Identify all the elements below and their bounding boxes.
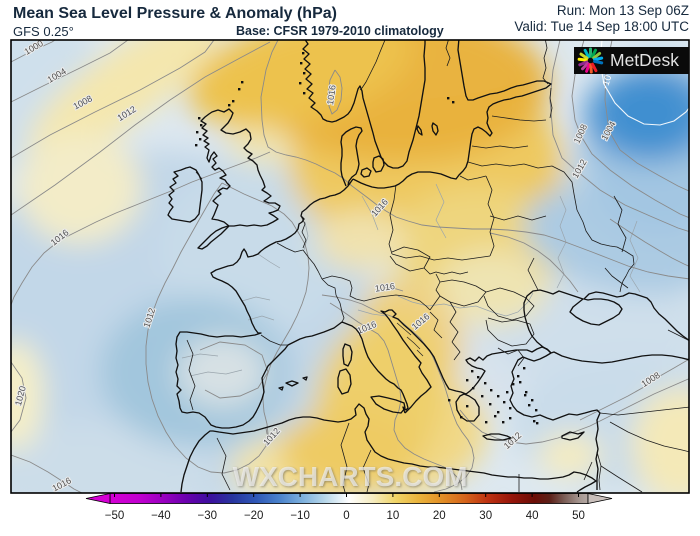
svg-text:−40: −40 — [151, 510, 171, 522]
svg-text:40: 40 — [526, 510, 539, 522]
svg-text:20: 20 — [433, 510, 446, 522]
svg-text:1016: 1016 — [374, 281, 395, 294]
svg-text:−10: −10 — [290, 510, 310, 522]
svg-text:10: 10 — [387, 510, 400, 522]
svg-text:0: 0 — [343, 510, 349, 522]
svg-text:−50: −50 — [105, 510, 125, 522]
svg-text:-10: -10 — [600, 74, 615, 90]
svg-text:1016: 1016 — [325, 84, 338, 105]
svg-text:WXCHARTS.COM: WXCHARTS.COM — [233, 461, 468, 492]
svg-text:30: 30 — [479, 510, 492, 522]
svg-text:−30: −30 — [198, 510, 218, 522]
svg-text:−20: −20 — [244, 510, 264, 522]
svg-text:50: 50 — [572, 510, 585, 522]
